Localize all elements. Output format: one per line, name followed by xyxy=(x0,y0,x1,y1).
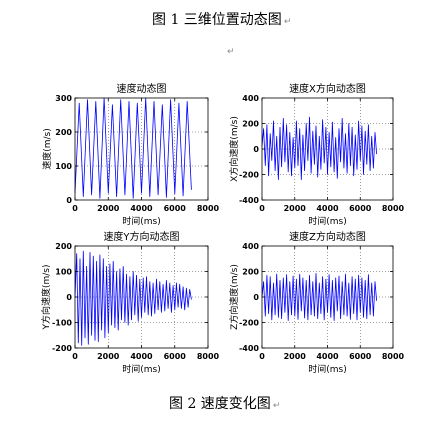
chart-title: 速度X方向动态图 xyxy=(289,82,366,95)
x-tick-label: 4000 xyxy=(130,204,153,213)
y-tick-label: -200 xyxy=(239,171,259,180)
figure-caption-bottom: 图 2 速度变化图 ↵ xyxy=(169,396,280,414)
series-line-1 xyxy=(261,272,377,322)
y-tick-label: 100 xyxy=(55,162,72,171)
x-tick-label: 2000 xyxy=(284,352,307,361)
x-tick-label: 2000 xyxy=(97,352,120,361)
subplot-2: 0 2000 4000 6000 8000 -400 -200 0 200 400 速度X方向动态图… xyxy=(228,82,405,227)
y-tick-label: 0 xyxy=(253,293,259,302)
x-tick-label: 2000 xyxy=(284,204,307,213)
y-axis-label: X方向速度(m/s) xyxy=(228,116,240,182)
subplot-4: 0 2000 4000 6000 8000 -400 -200 0 200 400 速度Z方向动态图… xyxy=(228,230,405,375)
y-tick-label: 200 xyxy=(242,268,259,277)
chart-title: 速度Y方向动态图 xyxy=(103,230,179,243)
y-tick-label: -400 xyxy=(239,344,259,353)
y-tick-label: 100 xyxy=(55,268,72,277)
x-tick-label: 0 xyxy=(259,204,265,213)
x-tick-label: 4000 xyxy=(130,352,153,361)
y-tick-label: -200 xyxy=(239,319,259,328)
x-tick-label: 8000 xyxy=(382,352,405,361)
x-axis-label: 时间(ms) xyxy=(122,363,160,375)
x-tick-label: 4000 xyxy=(316,204,339,213)
y-tick-label: -100 xyxy=(52,319,72,328)
chart-title: 速度动态图 xyxy=(117,82,167,95)
y-tick-label: 300 xyxy=(55,94,72,103)
y-axis-label: Y方向速度(m/s) xyxy=(40,264,52,330)
y-tick-label: 400 xyxy=(242,94,259,103)
y-tick-label: 400 xyxy=(242,242,259,251)
x-axis-label: 时间(ms) xyxy=(308,215,346,227)
y-tick-label: 200 xyxy=(55,128,72,137)
paragraph-mark: ↵ xyxy=(272,401,281,411)
x-tick-label: 2000 xyxy=(97,204,120,213)
y-tick-label: 200 xyxy=(242,120,259,129)
figure-caption-bottom-text: 图 2 速度变化图 xyxy=(169,396,271,412)
paragraph-mark: ↵ xyxy=(283,17,292,27)
x-tick-label: 6000 xyxy=(349,204,372,213)
subplot-3: 0 2000 4000 6000 8000 -200 -100 0 100 200 速度Y方向动态图… xyxy=(40,230,220,375)
x-axis-label: 时间(ms) xyxy=(122,215,160,227)
x-tick-label: 0 xyxy=(72,204,78,213)
y-tick-label: -200 xyxy=(52,344,72,353)
x-tick-label: 4000 xyxy=(316,352,339,361)
y-tick-label: 0 xyxy=(253,145,259,154)
x-tick-label: 8000 xyxy=(197,204,220,213)
y-tick-label: -400 xyxy=(239,196,259,205)
x-tick-label: 0 xyxy=(72,352,78,361)
y-axis-label: 速度(m/s) xyxy=(41,128,53,170)
x-tick-label: 8000 xyxy=(197,352,220,361)
x-tick-label: 6000 xyxy=(164,352,187,361)
y-axis-label: Z方向速度(m/s) xyxy=(228,264,240,330)
x-tick-label: 0 xyxy=(259,352,265,361)
y-tick-label: 0 xyxy=(66,293,72,302)
chart-title: 速度Z方向动态图 xyxy=(289,230,366,243)
series-line-1 xyxy=(261,116,377,181)
figure-caption-top-text: 图 1 三维位置动态图 xyxy=(152,12,282,28)
y-tick-label: 0 xyxy=(66,196,72,205)
series-line-1 xyxy=(74,250,192,346)
x-tick-label: 6000 xyxy=(349,352,372,361)
y-tick-label: 200 xyxy=(55,242,72,251)
figure-caption-top: 图 1 三维位置动态图 ↵ xyxy=(152,12,291,30)
series-line-1 xyxy=(74,97,192,199)
x-axis-label: 时间(ms) xyxy=(308,363,346,375)
x-tick-label: 8000 xyxy=(382,204,405,213)
paragraph-mark: ↵ xyxy=(227,47,235,57)
x-tick-label: 6000 xyxy=(164,204,187,213)
